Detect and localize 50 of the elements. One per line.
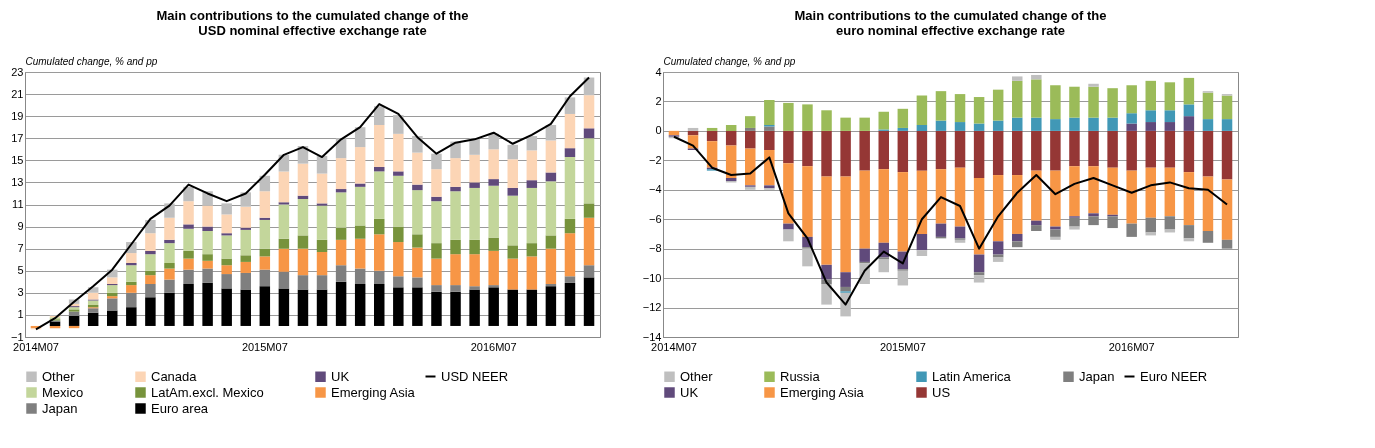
y-tick-label: −6	[648, 212, 662, 225]
y-tick-label: 9	[17, 220, 24, 233]
legend-label: Euro NEER	[1140, 368, 1208, 384]
y-tick-label: 7	[17, 242, 24, 255]
legend-label: Canada	[151, 368, 198, 384]
x-tick-label: 2016M07	[470, 340, 517, 353]
chart-title: Main contributions to the cumulated change of the USD nominal effective exchange rate	[156, 8, 469, 38]
legend-label: LatAm.excl. Mexico	[151, 384, 264, 400]
legend-label: Euro area	[151, 400, 209, 416]
legend-label: USD NEER	[441, 368, 509, 384]
y-tick-label: 5	[17, 264, 24, 277]
y-tick-label: 19	[11, 109, 24, 122]
legend-label: UK	[680, 384, 699, 400]
y-tick-label: 4	[655, 65, 662, 78]
y-tick-label: 17	[11, 131, 24, 144]
legend-label: Mexico	[42, 384, 84, 400]
y-tick-label: −14	[642, 330, 662, 343]
legend-label: Emerging Asia	[331, 384, 416, 400]
legend-label: US	[932, 384, 951, 400]
y-tick-label: −1	[10, 330, 24, 343]
legend-label: Japan	[1079, 368, 1115, 384]
y-axis-title: Cumulated change, % and pp	[25, 55, 158, 67]
y-tick-label: 2	[655, 94, 662, 107]
y-tick-label: −4	[648, 183, 662, 196]
legend-label: Latin America	[932, 368, 1012, 384]
y-tick-label: 0	[655, 124, 662, 137]
chart-title: Main contributions to the cumulated change of the euro nominal effective exchange rate	[794, 8, 1107, 38]
y-axis-title: Cumulated change, % and pp	[663, 55, 796, 67]
y-tick-label: −10	[642, 271, 662, 284]
y-tick-label: 3	[17, 286, 24, 299]
x-tick-label: 2014M07	[13, 340, 59, 353]
y-tick-label: 1	[17, 308, 24, 321]
legend-label: Other	[680, 368, 714, 384]
y-tick-label: 11	[12, 198, 24, 210]
legend-label: Other	[42, 368, 76, 384]
y-tick-label: −8	[648, 242, 662, 255]
x-tick-label: 2016M07	[1108, 340, 1155, 353]
y-tick-label: −2	[648, 153, 662, 166]
legend-label: Japan	[42, 400, 78, 416]
y-tick-label: 13	[11, 175, 24, 188]
x-tick-label: 2014M07	[651, 340, 697, 353]
y-tick-label: 15	[11, 153, 24, 166]
y-tick-label: 21	[11, 87, 24, 100]
legend-label: Russia	[780, 368, 821, 384]
legend-label: UK	[331, 368, 350, 384]
legend-label: Emerging Asia	[780, 384, 865, 400]
x-tick-label: 2015M07	[879, 340, 926, 353]
y-tick-label: −12	[642, 301, 662, 314]
x-tick-label: 2015M07	[241, 340, 288, 353]
y-tick-label: 23	[11, 65, 24, 78]
